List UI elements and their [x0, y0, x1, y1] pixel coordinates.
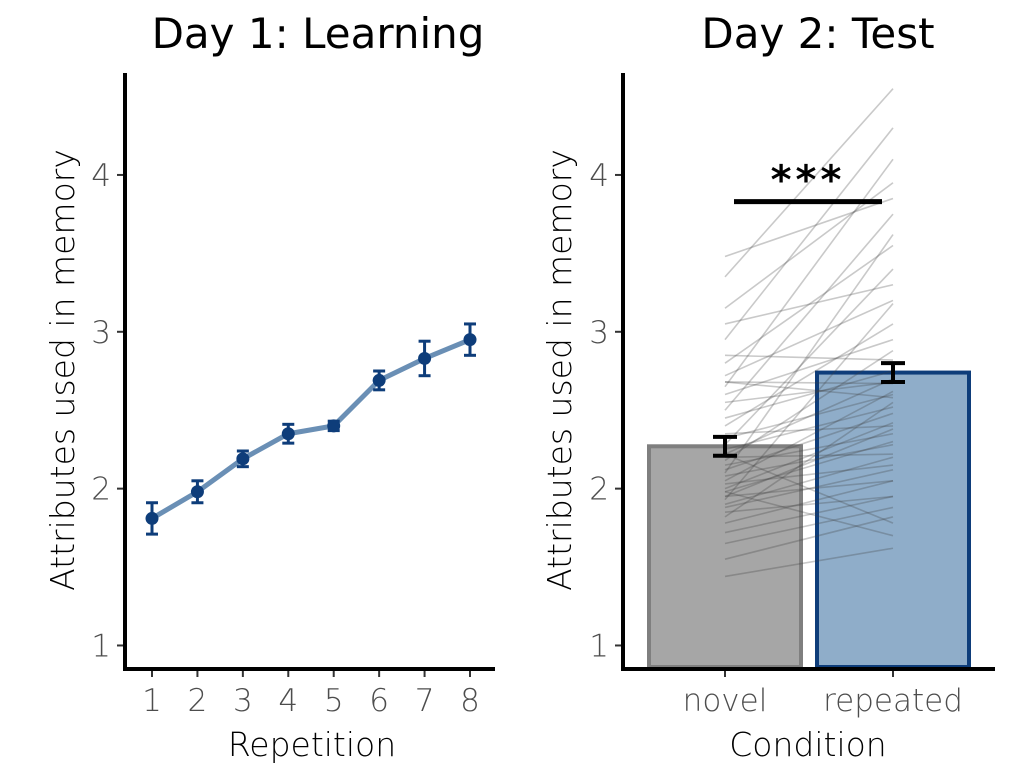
- y-tick-label: 4: [91, 158, 111, 194]
- test-y-ticks: 1 2 3 4: [589, 158, 623, 664]
- test-panel-title: Day 2: Test: [701, 9, 934, 58]
- test-significance: ***: [734, 158, 882, 205]
- subject-line: [724, 428, 894, 498]
- subject-line: [724, 268, 894, 446]
- subject-line: [724, 127, 894, 341]
- subject-line: [724, 495, 894, 534]
- learning-panel: Day 1: Learning Attributes used in memor…: [43, 9, 495, 764]
- x-tick-label: novel: [683, 683, 768, 719]
- subject-line: [724, 453, 894, 459]
- subject-line: [724, 443, 894, 477]
- subject-line: [724, 406, 894, 451]
- significance-label: ***: [771, 158, 846, 204]
- subject-line: [724, 469, 894, 509]
- subject-line: [724, 393, 894, 440]
- learning-y-axis-title: Attributes used in memory: [43, 149, 82, 591]
- subject-line: [724, 490, 894, 537]
- subject-line: [724, 425, 894, 435]
- subject-line: [724, 381, 894, 399]
- subject-line: [724, 422, 894, 490]
- x-tick-label: 5: [324, 683, 344, 719]
- x-tick-label: 4: [278, 683, 298, 719]
- y-tick-label: 2: [589, 472, 609, 508]
- subject-line: [724, 506, 894, 545]
- subject-line: [724, 244, 894, 364]
- data-point: [281, 427, 295, 441]
- y-tick-label: 2: [91, 472, 111, 508]
- data-point: [236, 452, 250, 466]
- subject-line: [724, 338, 894, 396]
- subject-line: [724, 453, 894, 524]
- x-tick-label: 7: [415, 683, 435, 719]
- subject-line: [724, 479, 894, 498]
- subject-line: [724, 158, 894, 388]
- learning-y-ticks: 1 2 3 4: [91, 158, 125, 664]
- subject-line: [724, 495, 894, 513]
- subject-line: [724, 381, 894, 404]
- x-tick-label: 1: [142, 683, 162, 719]
- y-tick-label: 1: [91, 628, 111, 664]
- data-point: [145, 511, 159, 525]
- y-tick-label: 3: [589, 315, 609, 351]
- subject-line: [724, 283, 894, 325]
- subject-line: [724, 213, 894, 411]
- bar-repeated: [815, 370, 971, 669]
- subject-line: [724, 412, 894, 471]
- subject-line: [724, 88, 894, 278]
- y-tick-label: 1: [589, 628, 609, 664]
- subject-line: [724, 323, 894, 427]
- subject-line: [724, 381, 894, 385]
- test-x-axis-title: Condition: [729, 725, 886, 764]
- test-y-axis-title: Attributes used in memory: [540, 149, 579, 591]
- y-tick-label: 3: [91, 315, 111, 351]
- test-error-bars: [713, 361, 905, 458]
- subject-line: [724, 516, 894, 560]
- subject-line: [724, 480, 894, 524]
- subject-line: [724, 432, 894, 466]
- data-point: [327, 419, 341, 433]
- data-point: [463, 333, 477, 347]
- learning-panel-title: Day 1: Learning: [152, 9, 485, 58]
- test-x-ticks: novel repeated: [683, 669, 963, 719]
- subject-line: [724, 547, 894, 578]
- x-tick-label: 2: [188, 683, 208, 719]
- subject-line: [724, 378, 894, 455]
- test-panel: Day 2: Test Attributes used in memory Co…: [540, 9, 995, 764]
- learning-x-axis-title: Repetition: [228, 725, 396, 764]
- data-point: [372, 373, 386, 387]
- x-tick-label: repeated: [823, 683, 963, 719]
- subject-line: [724, 401, 894, 518]
- x-tick-label: 8: [460, 683, 480, 719]
- subject-line: [724, 234, 894, 474]
- test-paired-lines: [724, 88, 894, 578]
- y-tick-label: 4: [589, 158, 609, 194]
- x-tick-label: 3: [233, 683, 253, 719]
- bar-novel: [647, 444, 803, 669]
- subject-line: [724, 354, 894, 361]
- subject-line: [724, 370, 894, 419]
- subject-line: [724, 390, 894, 482]
- x-tick-label: 6: [369, 683, 389, 719]
- subject-line: [724, 456, 894, 506]
- data-point: [418, 351, 432, 365]
- subject-line: [724, 299, 894, 377]
- data-point: [190, 485, 204, 499]
- subject-line: [724, 197, 894, 258]
- subject-line: [724, 440, 894, 493]
- series-line: [150, 337, 471, 521]
- learning-series: [145, 322, 477, 536]
- subject-line: [724, 349, 894, 462]
- subject-line: [724, 303, 894, 501]
- subject-line: [724, 464, 894, 485]
